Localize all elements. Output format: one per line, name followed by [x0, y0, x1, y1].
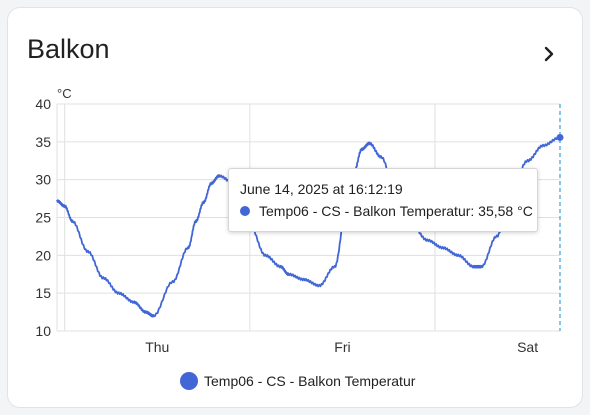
tooltip-timestamp: June 14, 2025 at 16:12:19 — [240, 181, 403, 197]
hover-data-point — [556, 133, 564, 141]
x-axis: Thu Fri Sat — [145, 339, 538, 355]
chart-tooltip: June 14, 2025 at 16:12:19 Temp06 - CS - … — [228, 168, 538, 232]
chevron-right-icon — [544, 46, 554, 62]
x-tick-label: Thu — [145, 339, 169, 355]
legend-color-dot — [180, 372, 198, 390]
legend-label: Temp06 - CS - Balkon Temperatur — [204, 373, 416, 389]
tooltip-value-row: Temp06 - CS - Balkon Temperatur: 35,58 °… — [240, 203, 533, 219]
tooltip-value: Temp06 - CS - Balkon Temperatur: 35,58 °… — [259, 203, 533, 219]
tooltip-series-dot — [240, 206, 250, 216]
y-tick-label: 25 — [35, 210, 51, 226]
y-tick-label: 35 — [35, 134, 51, 150]
y-tick-label: 30 — [35, 172, 51, 188]
card-title: Balkon — [27, 34, 110, 64]
x-tick-label: Sat — [517, 339, 538, 355]
y-tick-label: 20 — [35, 247, 51, 263]
y-tick-label: 40 — [35, 96, 51, 112]
more-info-button[interactable] — [537, 42, 561, 66]
y-tick-label: 15 — [35, 285, 51, 301]
series-line[interactable] — [56, 135, 561, 318]
y-tick-label: 10 — [35, 323, 51, 339]
y-axis-unit: °C — [57, 86, 72, 101]
chart-legend-item[interactable]: Temp06 - CS - Balkon Temperatur — [180, 372, 415, 390]
x-tick-label: Fri — [334, 339, 350, 355]
y-axis: 10 15 20 25 30 35 40 — [35, 96, 51, 339]
